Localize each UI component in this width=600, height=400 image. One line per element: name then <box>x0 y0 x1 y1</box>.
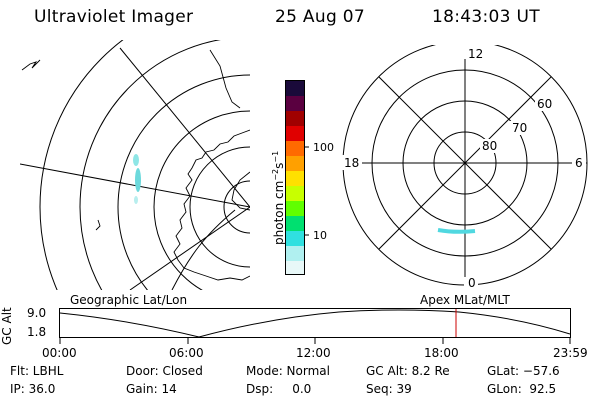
info-dsp: Dsp: 0.0 <box>246 382 312 396</box>
colorbar-stripe <box>286 96 304 112</box>
polar-label-12: 12 <box>468 47 484 61</box>
orbit-frame <box>59 308 571 338</box>
polar-lat-60: 60 <box>537 97 553 111</box>
coastline <box>173 129 250 281</box>
orbit-xtick-1: 06:00 <box>169 346 204 360</box>
map-meridian <box>129 206 250 290</box>
polar-label-0: 0 <box>468 276 476 290</box>
info-ip: IP: 36.0 <box>10 382 56 396</box>
colorbar-tick-10: 10 <box>313 229 327 242</box>
colorbar-stripe <box>286 261 304 274</box>
orbit-xtick-4: 23:59 <box>553 346 588 360</box>
info-gain: Gain: 14 <box>126 382 177 396</box>
colorbar-stripe <box>286 141 304 157</box>
map-meridian <box>119 47 250 208</box>
map-lat-circle <box>39 40 124 290</box>
polar-label-6: 6 <box>575 156 583 170</box>
colorbar-stripe <box>286 81 304 97</box>
right-panel-label: Apex MLat/MLT <box>420 293 510 307</box>
orbit-ytick-high: 9.0 <box>27 306 47 320</box>
orbit-plot <box>59 308 571 344</box>
geographic-map <box>20 40 250 290</box>
map-meridian <box>171 209 236 290</box>
info-filter: Flt: LBHL <box>10 364 64 378</box>
colorbar-stripe <box>286 126 304 142</box>
colorbar-stripe <box>286 201 304 217</box>
colorbar-stripe <box>286 246 304 262</box>
colorbar-gradient <box>285 80 305 275</box>
coastline <box>95 219 101 231</box>
colorbar-title: photon cm−2s−1 <box>271 150 286 245</box>
colorbar-ticks <box>305 146 309 236</box>
colorbar-stripe <box>286 216 304 232</box>
polar-label-18: 18 <box>344 156 360 170</box>
aurora-patch <box>133 154 141 204</box>
info-glon: GLon: 92.5 <box>487 382 557 396</box>
orbit-ytick-low: 1.8 <box>27 325 47 339</box>
map-lat-circle <box>189 146 250 268</box>
orbit-xtick-3: 18:00 <box>424 346 459 360</box>
colorbar-stripe <box>286 186 304 202</box>
colorbar-tick-100: 100 <box>313 141 334 154</box>
info-mode: Mode: Normal <box>246 364 330 378</box>
map-meridian <box>20 163 250 208</box>
colorbar-stripe <box>286 231 304 247</box>
map-lat-circle <box>223 180 250 234</box>
polar-plot <box>342 45 588 290</box>
aurora-oval <box>437 228 476 234</box>
coastline <box>21 59 41 71</box>
date-label: 25 Aug 07 <box>275 7 365 27</box>
colorbar-stripe <box>286 171 304 187</box>
coastline <box>231 171 250 211</box>
info-gc-alt: GC Alt: 8.2 Re <box>366 364 450 378</box>
info-door: Door: Closed <box>126 364 203 378</box>
info-glat: GLat: −57.6 <box>487 364 560 378</box>
coastline <box>209 49 241 109</box>
colorbar-stripe <box>286 156 304 172</box>
map-lat-circle <box>79 40 221 290</box>
polar-lat-80: 80 <box>482 139 498 153</box>
polar-axis <box>378 76 552 250</box>
left-panel-label: Geographic Lat/Lon <box>70 293 188 307</box>
orbit-xtick-0: 00:00 <box>42 346 77 360</box>
map-lat-circle <box>153 110 250 290</box>
info-seq: Seq: 39 <box>366 382 412 396</box>
map-lat-circle <box>117 74 250 290</box>
instrument-title: Ultraviolet Imager <box>34 7 194 27</box>
orbit-altitude-curve <box>59 309 571 338</box>
time-label: 18:43:03 UT <box>432 7 540 27</box>
colorbar <box>285 80 305 275</box>
orbit-ylabel: GC Alt <box>0 307 14 345</box>
polar-lat-70: 70 <box>512 121 528 135</box>
orbit-xtick-2: 12:00 <box>296 346 331 360</box>
colorbar-stripe <box>286 111 304 127</box>
